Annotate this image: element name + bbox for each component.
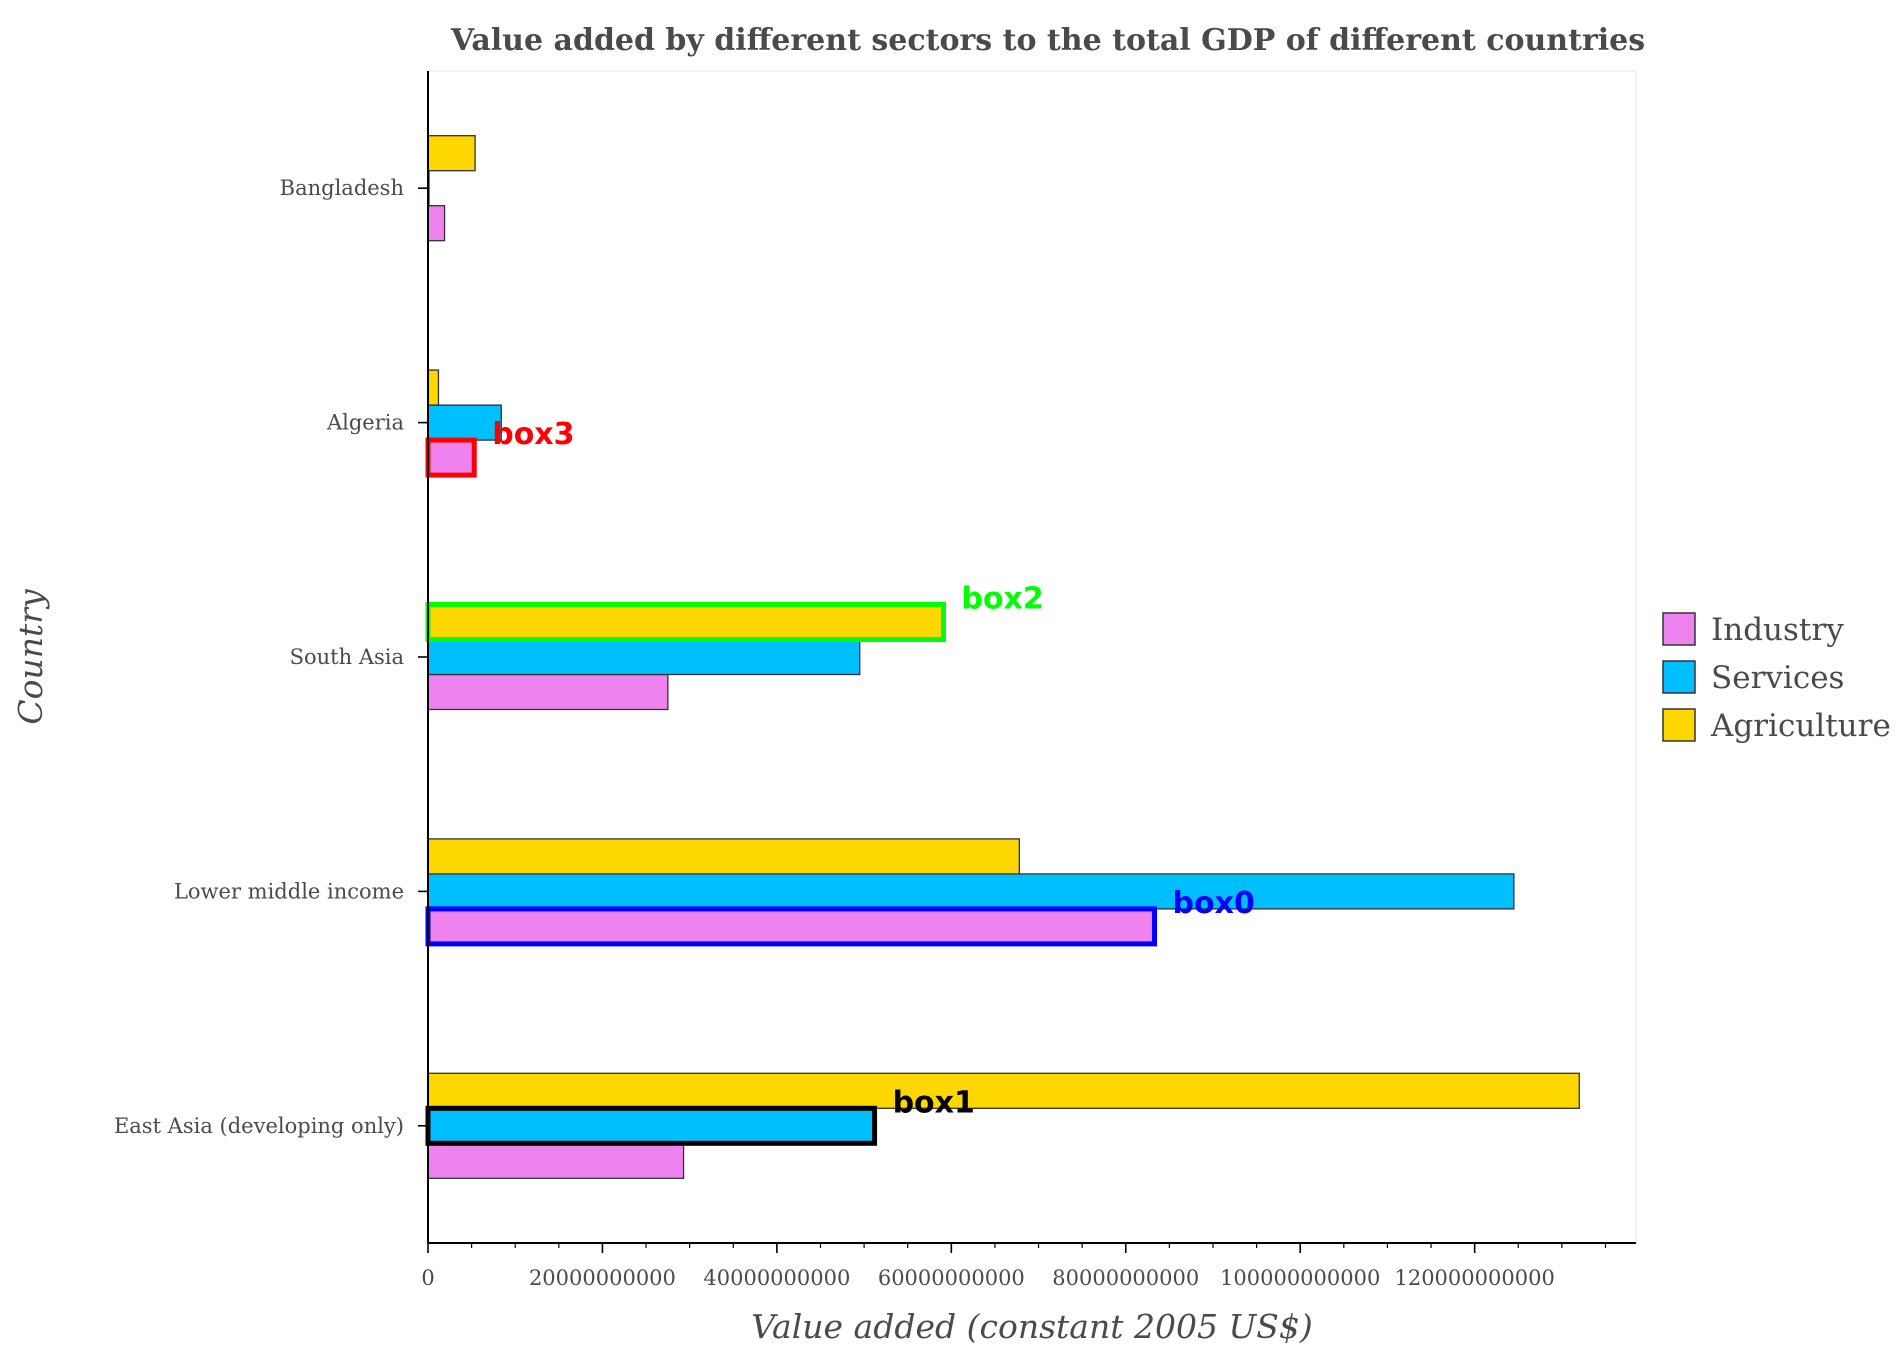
y-tick-label-south-asia: South Asia (290, 645, 404, 669)
legend: Industry Services Agriculture (1662, 612, 1891, 744)
x-tick-label: 120000000000 (1394, 1266, 1554, 1290)
x-tick-label: 40000000000 (703, 1266, 850, 1290)
x-tick-label: 100000000000 (1220, 1266, 1380, 1290)
legend-swatch-industry (1662, 612, 1696, 646)
annotation-box0-label: box0 (1173, 886, 1255, 921)
legend-label-industry: Industry (1711, 612, 1844, 648)
x-tick-label: 80000000000 (1052, 1266, 1199, 1290)
bar-east-asia-developing-only-services (427, 1107, 876, 1144)
y-tick-label-algeria: Algeria (326, 411, 404, 435)
bar-south-asia-services (427, 638, 861, 676)
bar-east-asia-developing-only-industry (427, 1142, 685, 1179)
x-axis-label: Value added (constant 2005 US$) (751, 1307, 1312, 1346)
legend-swatch-agriculture (1662, 708, 1696, 742)
legend-swatch-services (1662, 660, 1696, 694)
y-tick-label-bangladesh: Bangladesh (280, 176, 404, 200)
bar-east-asia-developing-only-agriculture (427, 1072, 1580, 1109)
annotation-box2-label: box2 (961, 582, 1043, 617)
bar-lower-middle-income-agriculture (427, 838, 1021, 875)
annotation-box3-label: box3 (492, 417, 574, 452)
x-tick-label: 20000000000 (529, 1266, 676, 1290)
bar-south-asia-agriculture (427, 603, 945, 641)
x-tick-label: 0 (421, 1266, 434, 1290)
bar-algeria-agriculture (427, 369, 440, 406)
annotation-box1-label: box1 (893, 1085, 975, 1120)
y-axis-label: Country (11, 589, 50, 725)
bar-algeria-services (427, 404, 502, 441)
chart-title: Value added by different sectors to the … (450, 23, 1645, 58)
bar-south-asia-industry (427, 673, 669, 711)
legend-label-agriculture: Agriculture (1710, 708, 1891, 744)
y-tick-label-lower-middle-income: Lower middle income (174, 879, 404, 903)
legend-label-services: Services (1711, 660, 1844, 696)
bar-algeria-industry (427, 439, 475, 476)
y-tick-label-east-asia-developing-only: East Asia (developing only) (114, 1114, 404, 1138)
x-tick-label: 60000000000 (878, 1266, 1025, 1290)
bar-bangladesh-industry (427, 205, 446, 242)
bar-lower-middle-income-services (427, 873, 1515, 910)
bar-bangladesh-agriculture (427, 135, 476, 172)
bar-lower-middle-income-industry (427, 908, 1156, 945)
